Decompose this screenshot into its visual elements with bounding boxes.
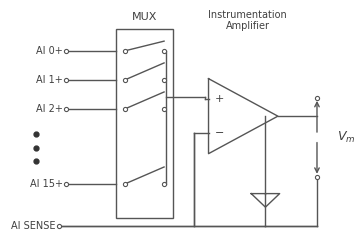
Text: AI SENSE: AI SENSE [11,221,55,231]
Text: $V_m$: $V_m$ [337,130,355,145]
Text: −: − [215,128,224,138]
Text: AI 2+: AI 2+ [36,104,63,114]
Text: Instrumentation
Amplifier: Instrumentation Amplifier [208,10,287,31]
Bar [116,29,173,218]
Text: AI 15+: AI 15+ [30,179,63,189]
Text: +: + [215,94,224,104]
Text: MUX: MUX [132,12,157,22]
Text: AI 0+: AI 0+ [36,46,63,56]
Text: AI 1+: AI 1+ [36,75,63,85]
